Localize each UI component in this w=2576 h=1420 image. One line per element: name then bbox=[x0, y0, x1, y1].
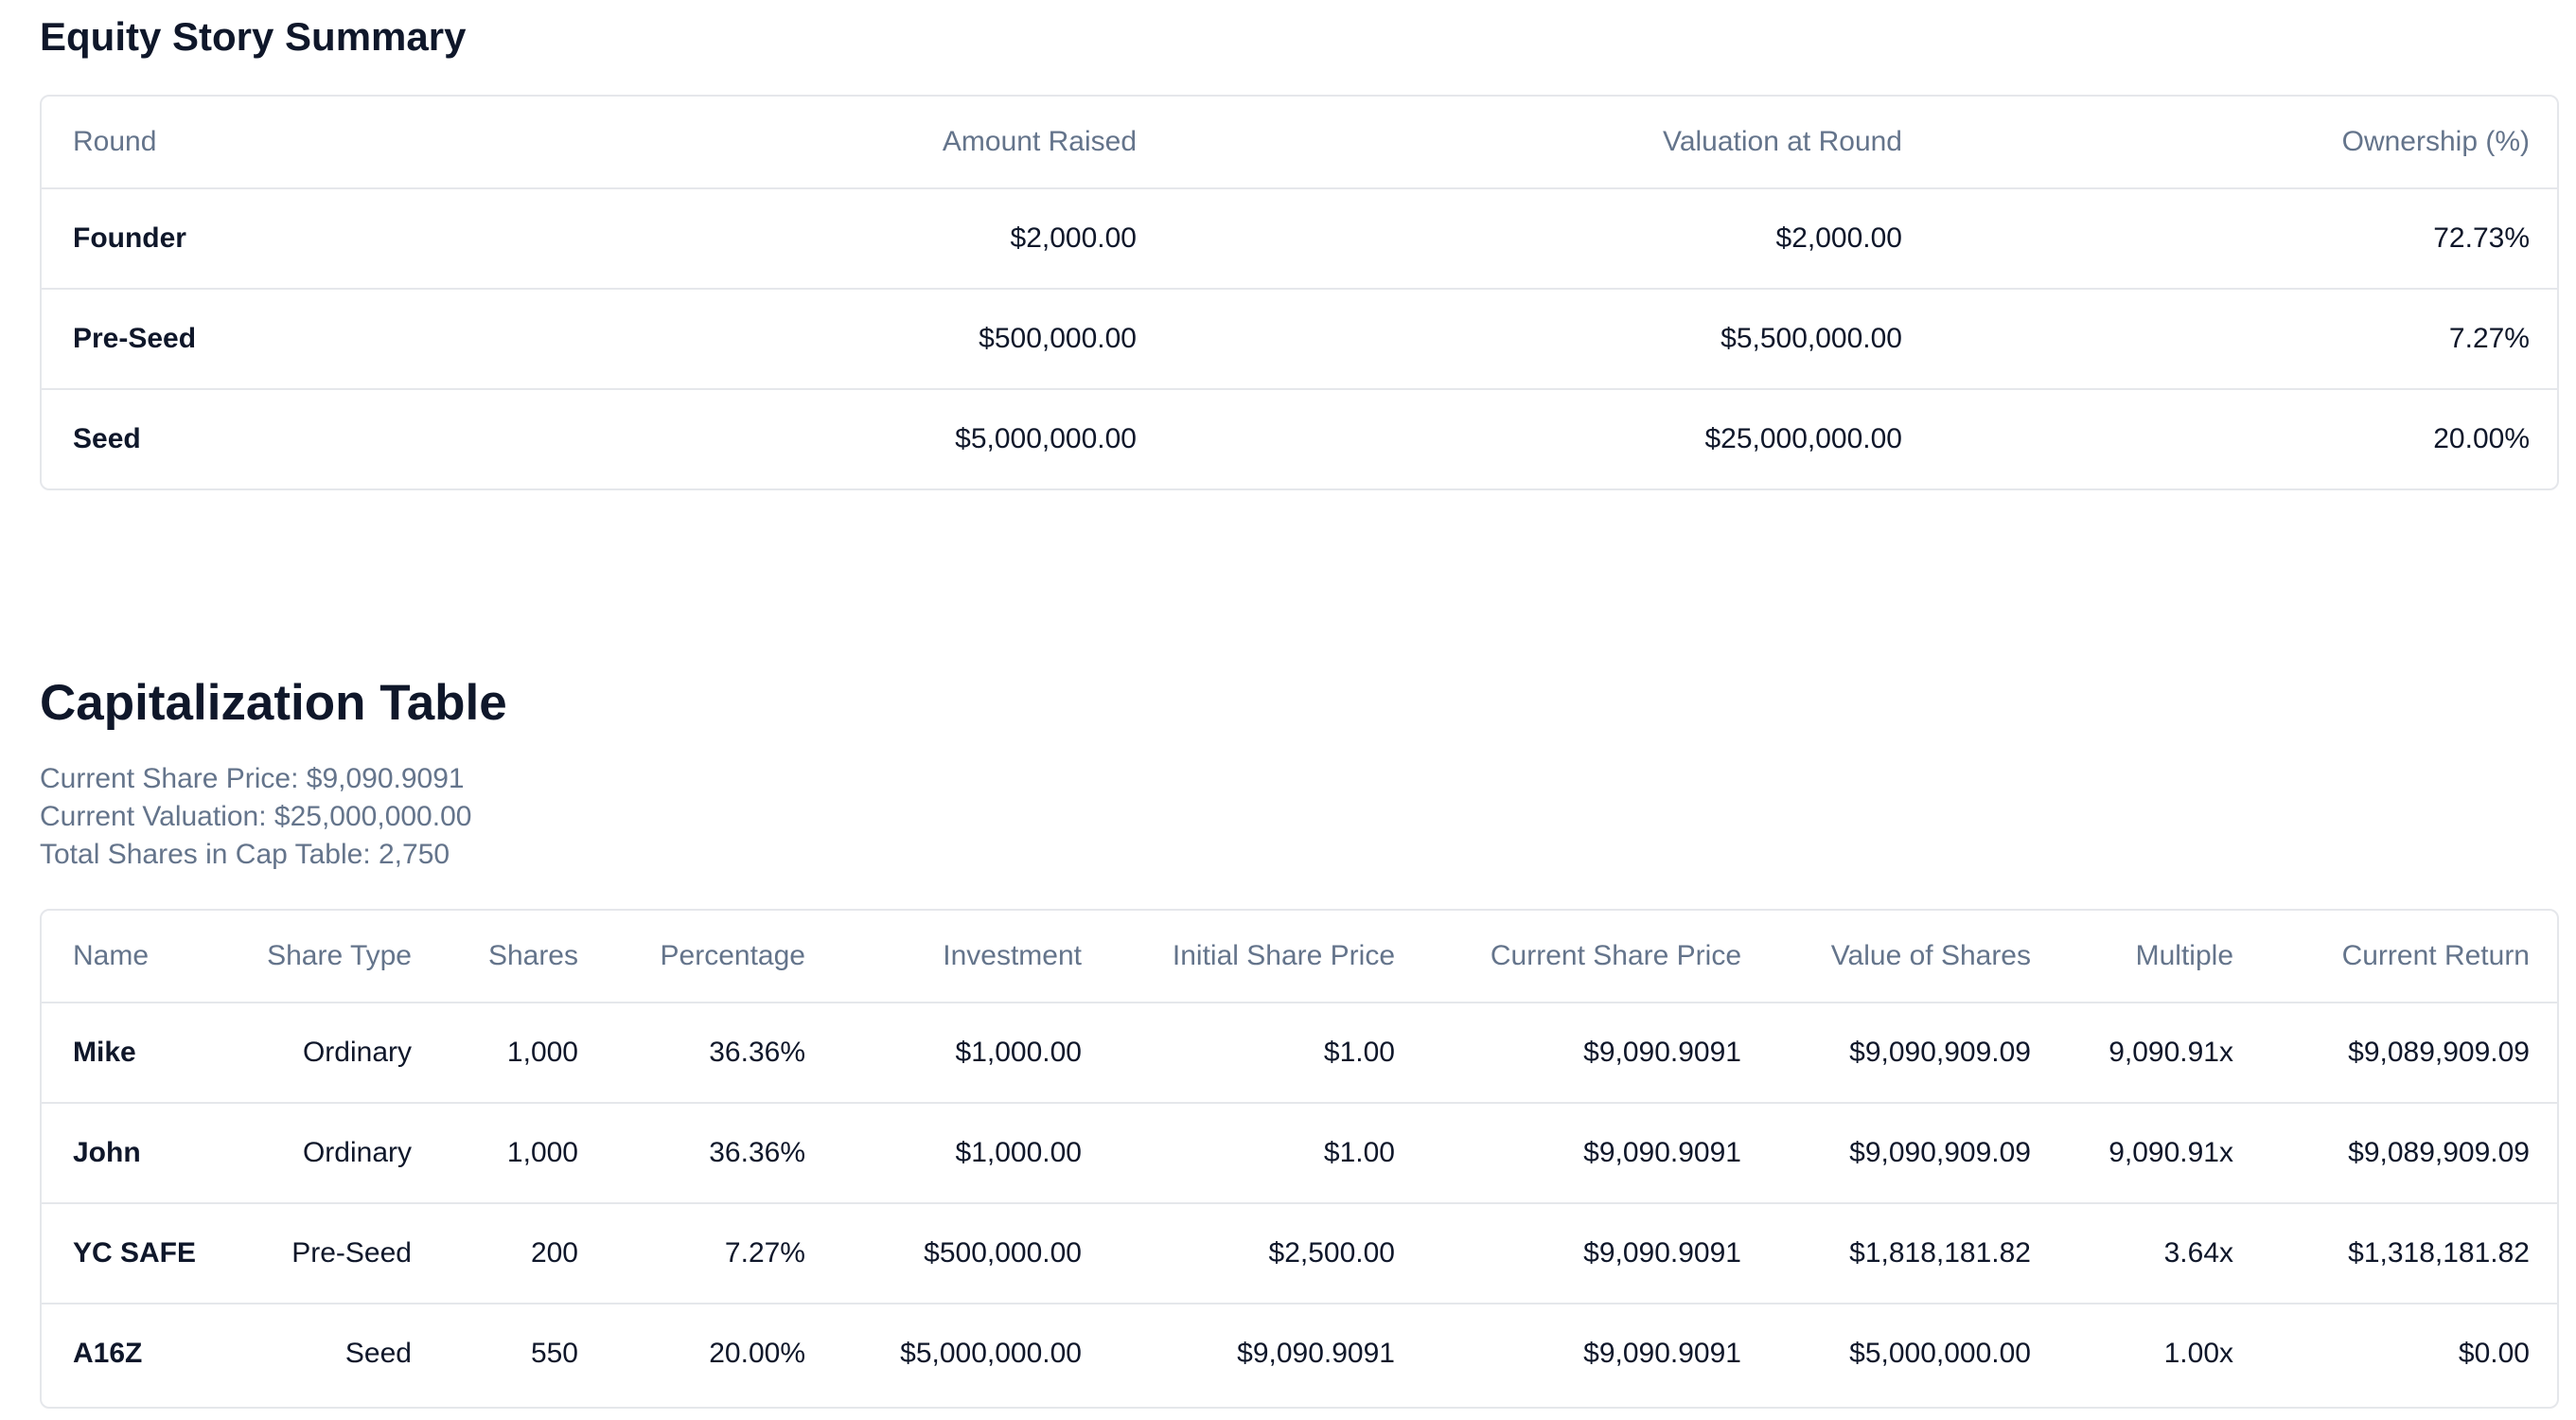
capitalization-table-body: Mike Ordinary 1,000 36.36% $1,000.00 $1.… bbox=[42, 1003, 2557, 1403]
ownership-cell: 72.73% bbox=[1933, 188, 2557, 290]
equity-story-summary-table: Round Amount Raised Valuation at Round O… bbox=[42, 97, 2557, 488]
current-return-cell: $0.00 bbox=[2458, 1338, 2530, 1369]
current-return-cell: $9,089,909.09 bbox=[2265, 1103, 2557, 1204]
value-of-shares-cell: $9,090,909.09 bbox=[1773, 1103, 2062, 1204]
equity-story-summary-title: Equity Story Summary bbox=[40, 14, 467, 59]
equity-story-summary-header: Round Amount Raised Valuation at Round O… bbox=[42, 97, 2557, 189]
investment-cell: $1,000.00 bbox=[837, 1103, 1113, 1204]
current-valuation-summary: Current Valuation: $25,000,000.00 bbox=[40, 801, 472, 832]
current-share-price-cell: $9,090.9091 bbox=[1426, 1103, 1773, 1204]
percentage-column-header: Percentage bbox=[609, 911, 837, 1003]
ownership-column-header: Ownership (%) bbox=[1933, 97, 2557, 189]
amount-raised-cell: $5,000,000.00 bbox=[955, 423, 1137, 454]
shares-cell: 1,000 bbox=[443, 1103, 609, 1204]
ownership-cell: 20.00% bbox=[2433, 423, 2530, 454]
table-row: Mike Ordinary 1,000 36.36% $1,000.00 $1.… bbox=[42, 1003, 2557, 1104]
round-cell: Founder bbox=[42, 188, 628, 290]
name-cell: John bbox=[42, 1103, 218, 1204]
value-of-shares-cell: $5,000,000.00 bbox=[1849, 1338, 2031, 1369]
shares-cell: 550 bbox=[530, 1338, 578, 1369]
round-cell: Seed bbox=[73, 423, 141, 454]
initial-share-price-cell: $2,500.00 bbox=[1113, 1203, 1426, 1305]
current-return-cell: $1,318,181.82 bbox=[2265, 1203, 2557, 1305]
current-return-column-header: Current Return bbox=[2265, 911, 2557, 1003]
valuation-at-round-cell: $25,000,000.00 bbox=[1704, 423, 1902, 454]
equity-story-summary-body: Founder $2,000.00 $2,000.00 72.73% Pre-S… bbox=[42, 188, 2557, 488]
current-return-cell: $9,089,909.09 bbox=[2265, 1003, 2557, 1104]
table-row: Founder $2,000.00 $2,000.00 72.73% bbox=[42, 188, 2557, 290]
shares-cell: 1,000 bbox=[443, 1003, 609, 1104]
initial-share-price-cell: $9,090.9091 bbox=[1237, 1338, 1395, 1369]
valuation-at-round-column-header: Valuation at Round bbox=[1168, 97, 1933, 189]
round-cell: Pre-Seed bbox=[42, 289, 628, 390]
capitalization-table: Name Share Type Shares Percentage Invest… bbox=[42, 911, 2557, 1403]
current-share-price-summary: Current Share Price: $9,090.9091 bbox=[40, 763, 465, 794]
value-of-shares-cell: $9,090,909.09 bbox=[1773, 1003, 2062, 1104]
percentage-cell: 36.36% bbox=[609, 1103, 837, 1204]
percentage-cell: 7.27% bbox=[609, 1203, 837, 1305]
name-cell: Mike bbox=[42, 1003, 218, 1104]
percentage-cell: 20.00% bbox=[709, 1338, 805, 1369]
name-cell: YC SAFE bbox=[42, 1203, 218, 1305]
table-row: John Ordinary 1,000 36.36% $1,000.00 $1.… bbox=[42, 1103, 2557, 1204]
table-row: Pre-Seed $500,000.00 $5,500,000.00 7.27% bbox=[42, 289, 2557, 390]
name-cell: A16Z bbox=[73, 1338, 143, 1369]
equity-story-summary-card: Round Amount Raised Valuation at Round O… bbox=[40, 95, 2559, 490]
value-of-shares-cell: $1,818,181.82 bbox=[1773, 1203, 2062, 1305]
investment-cell: $500,000.00 bbox=[837, 1203, 1113, 1305]
value-of-shares-column-header: Value of Shares bbox=[1773, 911, 2062, 1003]
share-type-cell: Ordinary bbox=[218, 1003, 443, 1104]
valuation-at-round-cell: $2,000.00 bbox=[1168, 188, 1933, 290]
initial-share-price-cell: $1.00 bbox=[1113, 1103, 1426, 1204]
share-type-column-header: Share Type bbox=[218, 911, 443, 1003]
valuation-at-round-cell: $5,500,000.00 bbox=[1168, 289, 1933, 390]
initial-share-price-cell: $1.00 bbox=[1113, 1003, 1426, 1104]
multiple-cell: 1.00x bbox=[2163, 1338, 2233, 1369]
capitalization-table-card: Name Share Type Shares Percentage Invest… bbox=[40, 909, 2559, 1409]
share-type-cell: Pre-Seed bbox=[218, 1203, 443, 1305]
equity-story-summary-header-row: Round Amount Raised Valuation at Round O… bbox=[42, 97, 2557, 189]
multiple-cell: 9,090.91x bbox=[2062, 1103, 2265, 1204]
amount-raised-cell: $500,000.00 bbox=[628, 289, 1168, 390]
round-column-header: Round bbox=[42, 97, 628, 189]
current-share-price-cell: $9,090.9091 bbox=[1426, 1203, 1773, 1305]
percentage-cell: 36.36% bbox=[609, 1003, 837, 1104]
capitalization-table-title: Capitalization Table bbox=[40, 675, 507, 731]
name-column-header: Name bbox=[42, 911, 218, 1003]
current-share-price-cell: $9,090.9091 bbox=[1426, 1003, 1773, 1104]
current-share-price-column-header: Current Share Price bbox=[1426, 911, 1773, 1003]
investment-cell: $5,000,000.00 bbox=[900, 1338, 1082, 1369]
share-type-cell: Seed bbox=[344, 1338, 412, 1369]
investment-column-header: Investment bbox=[837, 911, 1113, 1003]
initial-share-price-column-header: Initial Share Price bbox=[1113, 911, 1426, 1003]
multiple-cell: 3.64x bbox=[2062, 1203, 2265, 1305]
amount-raised-column-header: Amount Raised bbox=[628, 97, 1168, 189]
capitalization-table-header: Name Share Type Shares Percentage Invest… bbox=[42, 911, 2557, 1003]
table-row: YC SAFE Pre-Seed 200 7.27% $500,000.00 $… bbox=[42, 1203, 2557, 1305]
shares-column-header: Shares bbox=[443, 911, 609, 1003]
total-shares-summary: Total Shares in Cap Table: 2,750 bbox=[40, 839, 450, 870]
investment-cell: $1,000.00 bbox=[837, 1003, 1113, 1104]
multiple-cell: 9,090.91x bbox=[2062, 1003, 2265, 1104]
amount-raised-cell: $2,000.00 bbox=[628, 188, 1168, 290]
table-row: Seed $5,000,000.00 $25,000,000.00 20.00% bbox=[42, 389, 2557, 488]
share-type-cell: Ordinary bbox=[218, 1103, 443, 1204]
capitalization-table-header-row: Name Share Type Shares Percentage Invest… bbox=[42, 911, 2557, 1003]
current-share-price-cell: $9,090.9091 bbox=[1583, 1338, 1741, 1369]
table-row: A16Z Seed 550 20.00% $5,000,000.00 $9,09… bbox=[42, 1304, 2557, 1403]
shares-cell: 200 bbox=[443, 1203, 609, 1305]
ownership-cell: 7.27% bbox=[1933, 289, 2557, 390]
capitalization-summary: Current Share Price: $9,090.9091 Current… bbox=[40, 760, 471, 874]
multiple-column-header: Multiple bbox=[2062, 911, 2265, 1003]
